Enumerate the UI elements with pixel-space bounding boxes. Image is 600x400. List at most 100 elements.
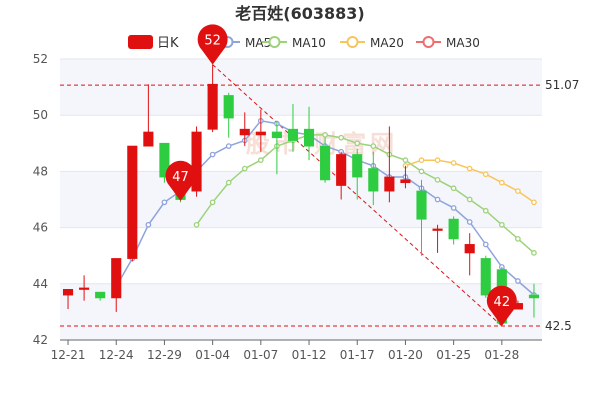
- trend-line: [212, 64, 503, 327]
- ma10-point: [354, 140, 361, 147]
- plot-band: [60, 59, 542, 116]
- ma5-point: [450, 205, 457, 211]
- candle: [432, 224, 443, 253]
- candle-body: [271, 131, 282, 139]
- price-marker: 47: [165, 160, 196, 201]
- ma10-point: [515, 235, 521, 242]
- candle: [480, 255, 491, 298]
- ma10-point: [322, 132, 328, 138]
- candle: [287, 103, 299, 152]
- candle-body: [62, 289, 74, 296]
- candle: [62, 289, 74, 310]
- chart-title: 老百姓(603883): [234, 4, 364, 23]
- legend-label: 日K: [157, 36, 179, 51]
- candle-body: [111, 258, 122, 299]
- candle: [223, 92, 234, 138]
- candle-body: [384, 176, 395, 192]
- ma10-point: [418, 168, 425, 175]
- candle-body: [336, 154, 347, 186]
- ma5-point: [434, 196, 441, 203]
- ma5-point: [209, 151, 216, 158]
- price-marker-pin: [165, 160, 196, 201]
- ma20-point: [515, 188, 521, 194]
- ma20-point: [466, 165, 473, 172]
- legend-label: MA10: [292, 36, 326, 50]
- reference-line-label: 51.07: [545, 78, 579, 92]
- legend-label: MA30: [446, 36, 480, 50]
- ma10-point: [466, 196, 473, 203]
- candle: [320, 137, 331, 183]
- candle-body: [432, 228, 443, 231]
- candle: [191, 126, 202, 197]
- ma10-point: [402, 157, 409, 164]
- candle: [95, 291, 106, 301]
- candle: [271, 120, 282, 175]
- candle-body: [79, 287, 90, 290]
- price-marker: 52: [197, 24, 228, 65]
- candle-body: [207, 83, 218, 130]
- price-marker-pin: [197, 24, 228, 65]
- y-tick-label: 42: [33, 333, 48, 347]
- candle-body: [223, 95, 234, 119]
- price-markers: 52 47 42: [165, 24, 517, 326]
- price-marker-label: 42: [494, 295, 511, 310]
- legend-swatch-circle: [268, 36, 281, 48]
- x-tick-label: 01-20: [388, 348, 423, 362]
- y-tick-label: 52: [33, 52, 48, 66]
- candle-body: [480, 258, 491, 296]
- ma10-line: [195, 134, 535, 254]
- candle: [528, 283, 540, 318]
- candles: [62, 64, 540, 326]
- candle-body: [255, 131, 266, 136]
- candle: [127, 145, 138, 262]
- y-tick-label: 50: [33, 108, 48, 122]
- ma10-point: [450, 185, 457, 192]
- ma20-point: [418, 157, 425, 164]
- legend-item: MA10: [262, 36, 326, 50]
- ma10-point: [370, 143, 377, 149]
- candle: [384, 126, 395, 203]
- candle-body: [143, 131, 154, 147]
- x-axis: 12-21 12-24 12-29 01-04 01-07 01-12 01-17 01-20…: [51, 339, 542, 362]
- candle-body: [95, 291, 106, 299]
- legend-swatch-circle: [422, 36, 435, 48]
- legend-swatch-circle: [346, 36, 359, 48]
- ma5-point: [145, 221, 152, 228]
- ma10-point: [193, 221, 200, 228]
- y-tick-label: 46: [33, 221, 48, 235]
- ma10-point: [257, 157, 264, 164]
- ma5-point: [515, 278, 521, 284]
- x-tick-label: 01-04: [195, 348, 230, 362]
- candle-body: [320, 145, 331, 181]
- price-marker: 42: [486, 285, 517, 326]
- candle: [143, 84, 154, 147]
- ma5-point: [225, 143, 232, 149]
- legend-swatch-daily-k: [128, 35, 153, 49]
- legend-item: MA30: [416, 36, 480, 50]
- ma20-point: [482, 171, 489, 178]
- x-tick-label: 01-17: [340, 348, 375, 362]
- candle: [416, 179, 427, 256]
- ma5-point: [482, 241, 489, 248]
- plot-band: [60, 171, 542, 228]
- candle-body: [303, 128, 315, 147]
- legend-label: MA5: [245, 36, 271, 50]
- legend-item: MA20: [340, 36, 404, 50]
- candle: [400, 165, 411, 189]
- candle-body: [191, 131, 202, 192]
- x-tick-label: 12-21: [51, 348, 86, 362]
- candle: [79, 275, 90, 301]
- candle: [239, 112, 250, 147]
- candle-body: [239, 128, 250, 136]
- price-marker-pin: [486, 285, 517, 326]
- plot-band: [60, 283, 542, 340]
- ma20-point: [498, 179, 505, 186]
- candle: [207, 64, 218, 133]
- candle: [464, 233, 475, 276]
- x-tick-label: 01-12: [292, 348, 327, 362]
- candle-body: [416, 190, 427, 220]
- ma10-point: [434, 176, 441, 183]
- ma10-point: [531, 250, 537, 256]
- plot-area: [60, 59, 542, 340]
- ma20-point: [450, 160, 457, 166]
